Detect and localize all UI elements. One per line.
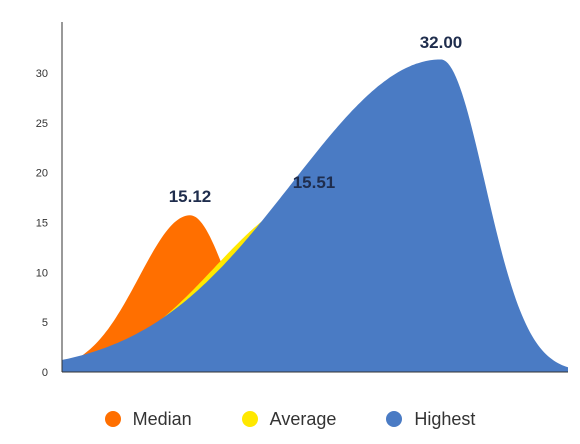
legend-label-highest: Highest — [414, 408, 476, 429]
legend-swatch-average — [241, 411, 258, 427]
legend-item-highest: Highest — [386, 409, 475, 430]
legend-item-average: Average — [241, 408, 337, 430]
y-tick-label: 5 — [42, 317, 48, 329]
legend-swatch-highest — [386, 411, 403, 427]
y-tick-label: 15 — [36, 218, 48, 230]
legend: Median Average Highest — [0, 404, 580, 434]
y-tick-label: 20 — [36, 168, 48, 180]
chart: 0 5 10 15 20 25 30 15.12 15.51 32.00 — [36, 22, 568, 379]
data-label-average: 15.51 — [293, 173, 336, 192]
y-tick-label: 25 — [36, 118, 48, 130]
legend-label-average: Average — [269, 408, 337, 429]
legend-item-median: Median — [104, 408, 192, 430]
y-tick-label: 0 — [42, 367, 48, 379]
y-tick-label: 10 — [36, 267, 48, 279]
series-areas — [62, 59, 568, 372]
data-label-highest: 32.00 — [420, 33, 463, 52]
y-tick-label: 30 — [36, 68, 48, 80]
legend-swatch-median — [104, 411, 121, 427]
data-label-median: 15.12 — [169, 187, 212, 206]
data-labels: 15.12 15.51 32.00 — [169, 33, 463, 206]
legend-label-median: Median — [132, 408, 192, 429]
y-axis: 0 5 10 15 20 25 30 — [36, 68, 48, 379]
area-highest — [62, 59, 568, 372]
